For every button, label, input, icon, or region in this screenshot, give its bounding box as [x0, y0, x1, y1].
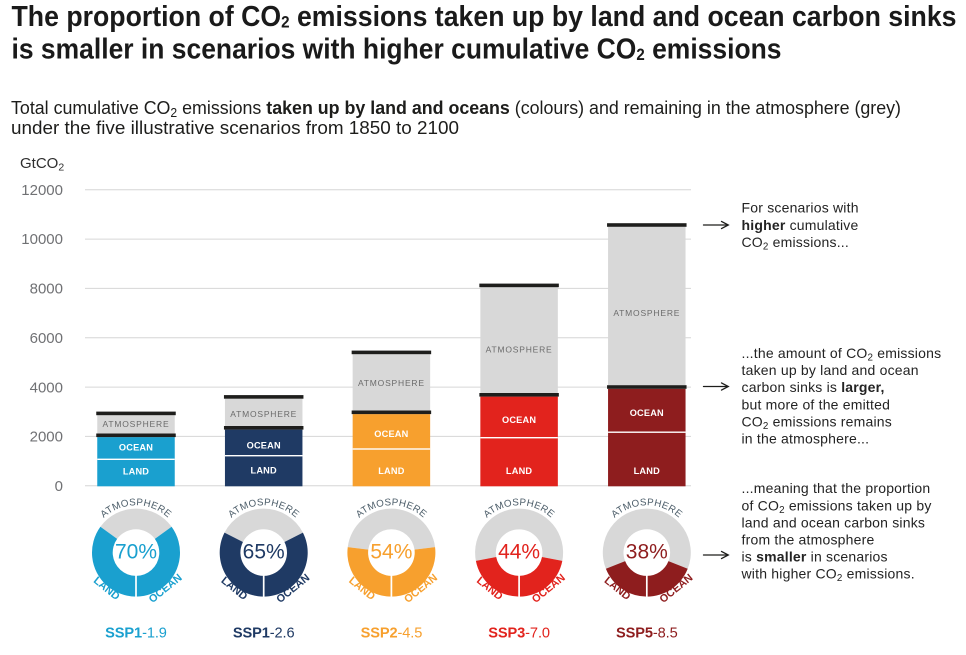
svg-text:CO2 emissions remains: CO2 emissions remains [742, 413, 892, 432]
svg-text:SSP1-2.6: SSP1-2.6 [233, 625, 295, 641]
svg-text:OCEAN: OCEAN [630, 408, 664, 418]
svg-text:...meaning that the proportion: ...meaning that the proportion [742, 480, 931, 496]
svg-text:For scenarios with: For scenarios with [742, 200, 859, 216]
svg-text:under the five illustrative sc: under the five illustrative scenarios fr… [11, 117, 459, 138]
svg-text:is smaller in scenarios with h: is smaller in scenarios with higher cumu… [12, 34, 782, 66]
svg-text:OCEAN: OCEAN [247, 440, 281, 450]
svg-text:carbon sinks is larger,: carbon sinks is larger, [742, 379, 885, 395]
svg-text:OCEAN: OCEAN [119, 442, 153, 452]
svg-text:GtCO2: GtCO2 [20, 155, 64, 174]
svg-text:CO2 emissions...: CO2 emissions... [742, 234, 849, 253]
svg-text:OCEAN: OCEAN [374, 429, 408, 439]
svg-text:...the amount of CO2 emissions: ...the amount of CO2 emissions [742, 345, 942, 364]
svg-text:taken up by land and ocean: taken up by land and ocean [742, 362, 919, 378]
svg-text:44%: 44% [498, 540, 540, 563]
svg-text:SSP1-1.9: SSP1-1.9 [105, 625, 167, 641]
svg-text:Total cumulative CO2 emissions: Total cumulative CO2 emissions taken up … [11, 97, 901, 120]
svg-text:but more of the emitted: but more of the emitted [742, 396, 891, 412]
svg-text:ATMOSPHERE: ATMOSPHERE [358, 378, 425, 388]
svg-text:SSP5-8.5: SSP5-8.5 [616, 625, 678, 641]
svg-text:with higher CO2 emissions.: with higher CO2 emissions. [741, 566, 915, 585]
svg-text:OCEAN: OCEAN [502, 415, 536, 425]
svg-text:LAND: LAND [123, 467, 149, 477]
svg-text:ATMOSPHERE: ATMOSPHERE [230, 409, 297, 419]
svg-text:higher cumulative: higher cumulative [742, 217, 859, 233]
svg-text:12000: 12000 [21, 182, 63, 199]
svg-text:8000: 8000 [30, 281, 63, 298]
svg-text:in the atmosphere...: in the atmosphere... [742, 431, 870, 447]
svg-text:LAND: LAND [251, 466, 277, 476]
svg-text:of CO2 emissions taken up by: of CO2 emissions taken up by [742, 497, 932, 516]
svg-text:LAND: LAND [378, 466, 404, 476]
svg-text:LAND: LAND [506, 466, 532, 476]
svg-text:ATMOSPHERE: ATMOSPHERE [486, 344, 553, 354]
svg-text:4000: 4000 [30, 379, 63, 396]
svg-text:SSP2-4.5: SSP2-4.5 [361, 625, 423, 641]
svg-text:65%: 65% [243, 540, 285, 563]
svg-text:land and ocean carbon sinks: land and ocean carbon sinks [742, 514, 926, 530]
svg-text:ATMOSPHERE: ATMOSPHERE [613, 308, 680, 318]
svg-text:from the atmosphere: from the atmosphere [742, 532, 875, 548]
svg-text:SSP3-7.0: SSP3-7.0 [488, 625, 550, 641]
svg-text:2000: 2000 [30, 429, 63, 446]
svg-text:54%: 54% [370, 540, 412, 563]
svg-text:70%: 70% [115, 540, 157, 563]
svg-text:0: 0 [55, 478, 63, 495]
svg-text:LAND: LAND [634, 466, 660, 476]
svg-text:38%: 38% [626, 540, 668, 563]
svg-text:ATMOSPHERE: ATMOSPHERE [103, 419, 170, 429]
svg-text:6000: 6000 [30, 330, 63, 347]
svg-text:is smaller in scenarios: is smaller in scenarios [742, 549, 888, 565]
svg-text:The proportion of CO2 emission: The proportion of CO2 emissions taken up… [12, 1, 957, 33]
svg-text:10000: 10000 [21, 231, 63, 248]
